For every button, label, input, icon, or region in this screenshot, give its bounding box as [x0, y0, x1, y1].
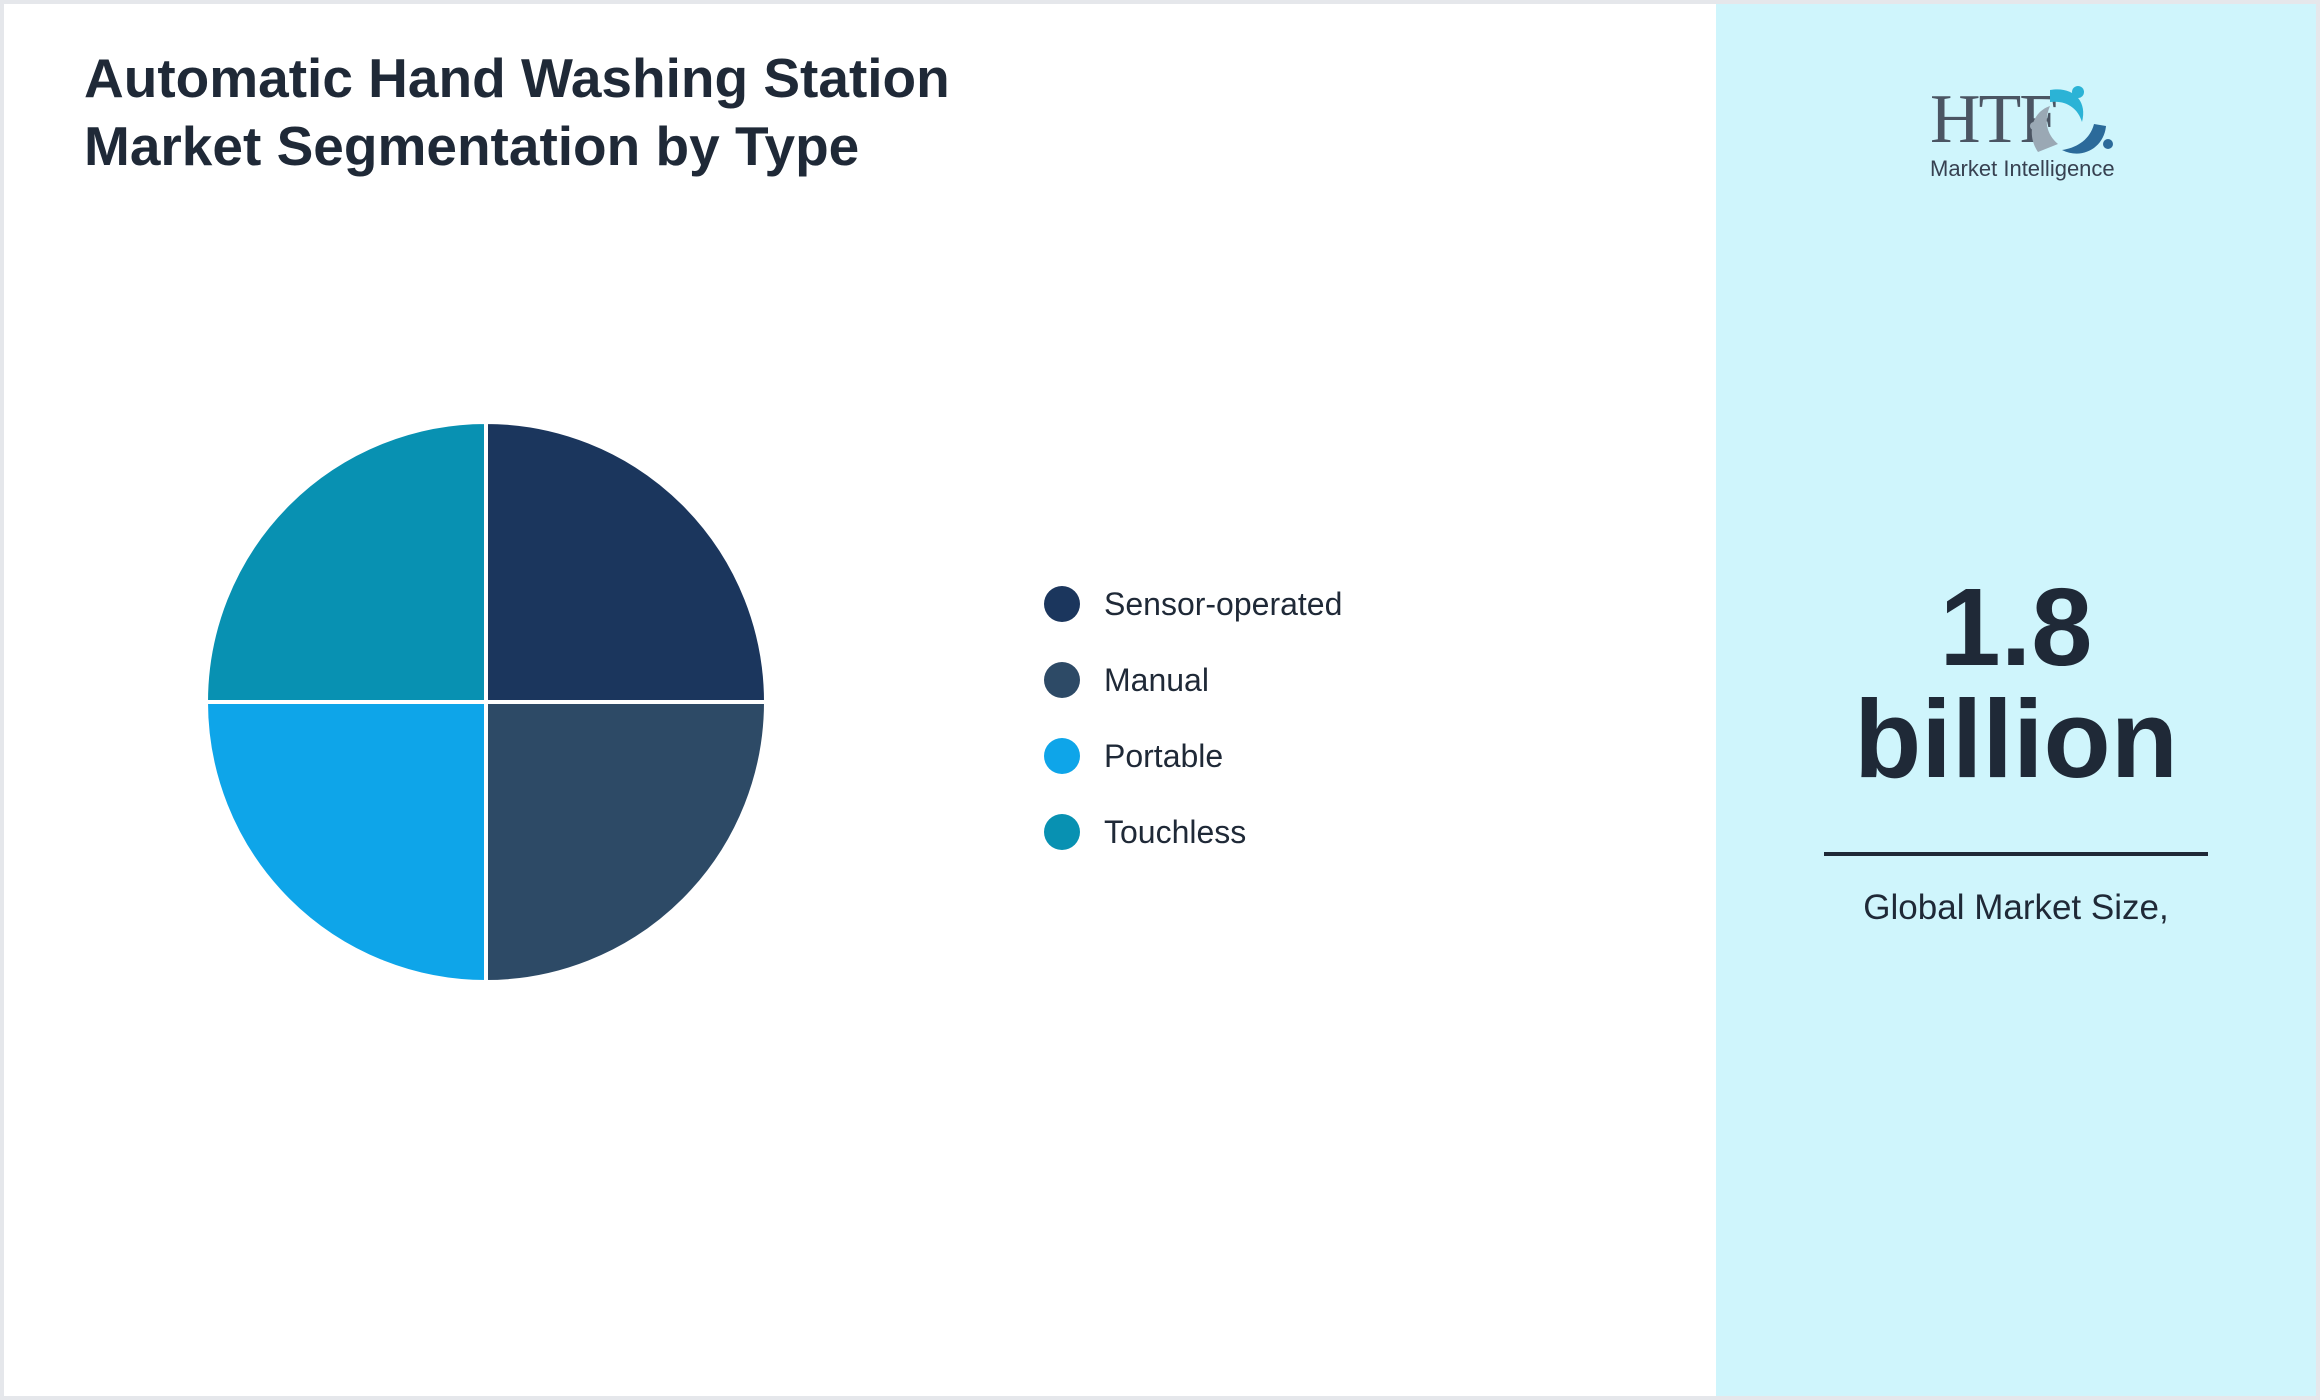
market-size-value: 1.8 billion	[1716, 572, 2316, 796]
market-size-number: 1.8	[1939, 566, 2093, 689]
pie-slice-portable	[203, 700, 488, 985]
legend-item: Touchless	[1044, 794, 1342, 870]
legend-item: Portable	[1044, 718, 1342, 794]
legend-label: Sensor-operated	[1104, 585, 1343, 622]
legend-label: Touchless	[1104, 813, 1247, 850]
legend-item: Sensor-operated	[1044, 566, 1342, 642]
logo-subtitle: Market Intelligence	[1930, 156, 2115, 181]
pie-slice-manual	[484, 700, 769, 985]
pie-chart	[203, 419, 769, 985]
legend-swatch	[1044, 586, 1080, 622]
legend-swatch	[1044, 738, 1080, 774]
chart-legend: Sensor-operated Manual Portable Touchless	[1044, 566, 1342, 870]
market-size-unit: billion	[1854, 678, 2178, 801]
legend-label: Portable	[1104, 737, 1224, 774]
pie-slice-sensor-operated	[484, 419, 769, 704]
pie-slice-touchless	[203, 419, 488, 704]
value-divider	[1824, 852, 2208, 856]
market-size-caption: Global Market Size,	[1863, 888, 2169, 927]
htf-logo: HTF Market Intelligence	[1916, 80, 2116, 190]
market-size-panel: HTF Market Intelligence 1.8 billion Glob…	[1716, 4, 2316, 1396]
chart-panel: Automatic Hand Washing Station Market Se…	[4, 4, 1716, 1396]
chart-title-line-2: Market Segmentation by Type	[84, 115, 860, 177]
legend-swatch	[1044, 814, 1080, 850]
chart-title-line-1: Automatic Hand Washing Station	[84, 47, 950, 109]
legend-swatch	[1044, 662, 1080, 698]
legend-item: Manual	[1044, 642, 1342, 718]
chart-title: Automatic Hand Washing Station Market Se…	[84, 44, 1184, 180]
logo-swirl-icon	[2030, 86, 2113, 154]
legend-label: Manual	[1104, 661, 1209, 698]
